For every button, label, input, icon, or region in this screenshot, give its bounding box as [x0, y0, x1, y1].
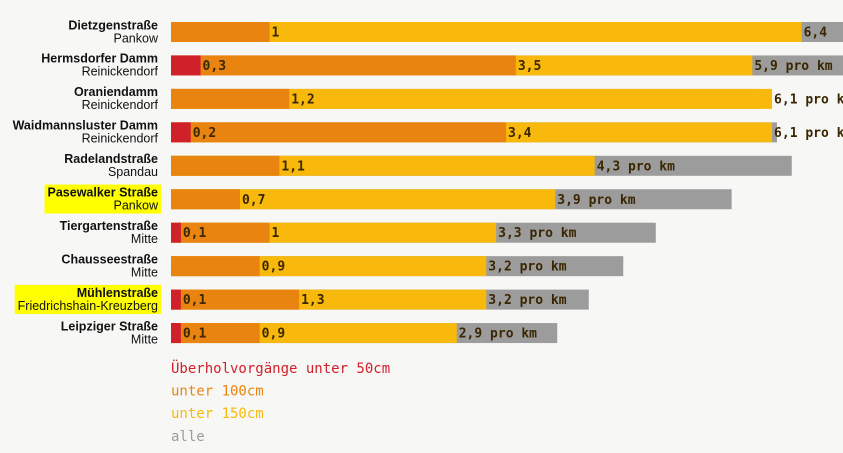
value-label: 6,1 pro km — [774, 126, 843, 141]
value-label: 3,5 — [518, 59, 541, 74]
legend-entry: alle — [171, 429, 205, 445]
value-label: 1,1 — [281, 159, 305, 174]
bar — [171, 189, 240, 210]
value-label: 0,9 — [262, 327, 285, 342]
value-label: 4,3 pro km — [597, 159, 675, 174]
category-label: Oraniendamm — [74, 85, 158, 99]
value-label: 1,3 — [301, 293, 324, 308]
category-label: Chausseestraße — [61, 252, 158, 266]
category-label: Hermsdorfer Damm — [41, 52, 158, 66]
bar — [171, 122, 191, 143]
value-label: 0,3 — [203, 59, 226, 74]
value-label: 1 — [272, 26, 280, 41]
district-label: Mitte — [131, 232, 158, 246]
category-label: Dietzgenstraße — [68, 18, 158, 32]
district-label: Mitte — [131, 265, 158, 279]
bar — [171, 189, 556, 210]
highlight — [44, 184, 161, 214]
value-label: 0,1 — [183, 226, 207, 241]
value-label: 0,2 — [193, 126, 216, 141]
value-label: 3,9 pro km — [557, 193, 635, 208]
district-label: Reinickendorf — [82, 132, 159, 146]
value-label: 3,3 pro km — [498, 226, 576, 241]
bar — [171, 323, 260, 344]
district-label: Reinickendorf — [82, 65, 159, 79]
legend-entry: Überholvorgänge unter 50cm — [171, 359, 390, 377]
bar — [171, 22, 270, 42]
category-label: Leipziger Straße — [61, 319, 158, 333]
value-label: 5,9 pro km — [754, 59, 832, 74]
value-label: 0,7 — [242, 193, 265, 208]
value-label: 1,2 — [291, 92, 314, 107]
legend-entry: unter 150cm — [171, 406, 264, 422]
district-label: Friedrichshain-Kreuzberg — [18, 299, 158, 313]
bar — [171, 289, 300, 310]
category-label: Waidmannsluster Damm — [13, 119, 158, 133]
district-label: Reinickendorf — [82, 98, 159, 112]
bar — [171, 222, 270, 243]
bar — [171, 289, 181, 310]
value-label: 0,1 — [183, 327, 207, 342]
value-label: 6,1 pro km — [774, 92, 843, 107]
value-label: 0,9 — [262, 260, 285, 275]
category-label: Pasewalker Straße — [48, 186, 159, 200]
district-label: Mitte — [131, 332, 158, 346]
bar — [171, 155, 280, 176]
value-label: 6,4 — [804, 26, 828, 41]
bar — [171, 122, 507, 143]
bar — [171, 88, 290, 109]
district-label: Spandau — [108, 165, 158, 179]
value-label: 3,4 — [508, 126, 532, 141]
category-label: Tiergartenstraße — [60, 219, 158, 233]
value-label: 3,2 pro km — [488, 260, 566, 275]
category-label: Mühlenstraße — [77, 286, 158, 300]
value-label: 3,2 pro km — [488, 293, 566, 308]
bar — [171, 256, 260, 277]
value-label: 1 — [272, 226, 280, 241]
bar — [171, 222, 181, 243]
value-label: 0,1 — [183, 293, 207, 308]
category-label: Radelandstraße — [64, 152, 158, 166]
bar — [171, 55, 201, 76]
highlight — [14, 284, 161, 314]
bar — [171, 55, 516, 76]
bar — [171, 323, 181, 344]
value-label: 2,9 pro km — [459, 327, 537, 342]
bar — [171, 22, 802, 42]
district-label: Pankow — [114, 31, 159, 45]
bar — [171, 88, 773, 109]
district-label: Pankow — [114, 199, 159, 213]
legend-entry: unter 100cm — [171, 384, 264, 400]
